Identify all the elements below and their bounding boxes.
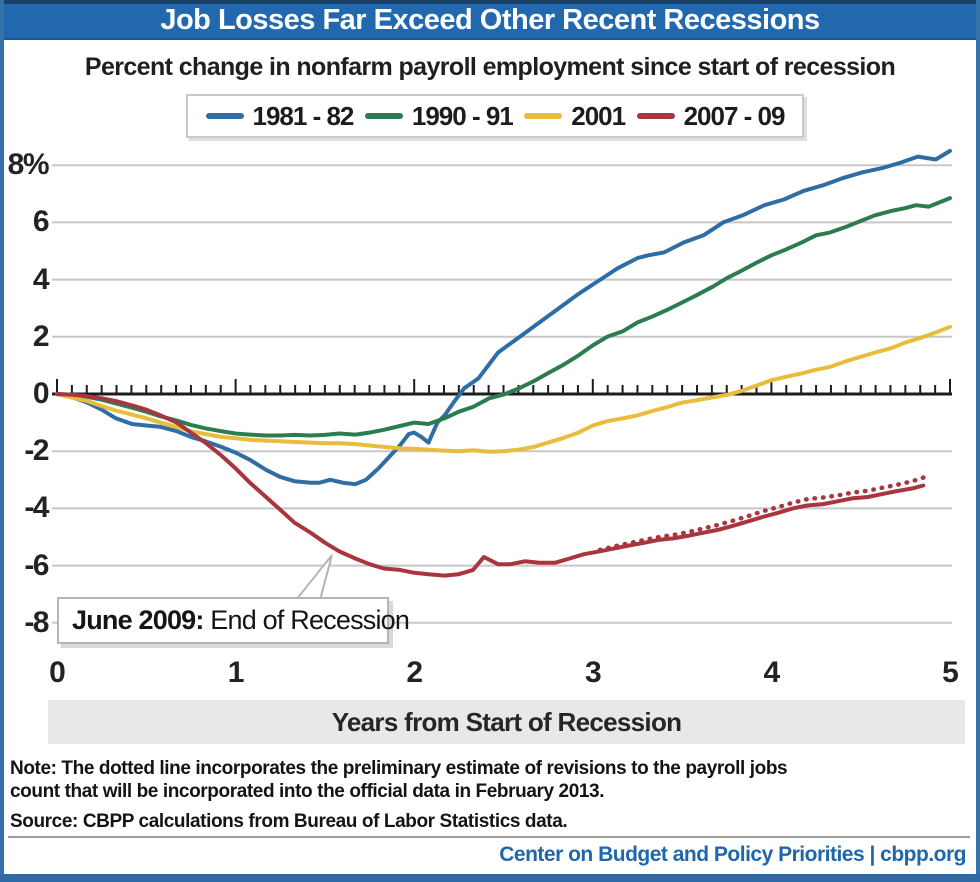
outer-border-bottom — [0, 874, 980, 882]
x-axis-label: 3 — [584, 656, 602, 689]
y-axis-label: 6 — [32, 205, 50, 239]
legend-label: 1990 - 91 — [411, 100, 514, 131]
notes-block: Note: The dotted line incorporates the p… — [10, 757, 788, 833]
y-axis-label: 8% — [7, 148, 50, 182]
x-axis-label: 1 — [227, 656, 245, 689]
legend-swatch — [636, 113, 675, 119]
x-axis-label: 2 — [406, 656, 423, 689]
note-line-1: Note: The dotted line incorporates the p… — [10, 758, 788, 779]
page-title: Job Losses Far Exceed Other Recent Reces… — [160, 4, 820, 36]
chart-subtitle: Percent change in nonfarm payroll employ… — [84, 53, 896, 81]
y-axis-label: 2 — [32, 319, 50, 353]
source-line: Source: CBPP calculations from Bureau of… — [10, 811, 568, 832]
outer-border-left — [0, 0, 4, 882]
note-line-2: count that will be incorporated into the… — [10, 781, 605, 802]
series-line-2007-09-preliminary-revision-estimate — [597, 474, 930, 553]
x-axis-label: 5 — [942, 656, 959, 689]
y-axis-label: -8 — [24, 605, 49, 639]
legend-item-1990-91: 1990 - 91 — [364, 100, 514, 132]
legend-swatch — [364, 113, 403, 119]
legend-label: 1981 - 82 — [252, 100, 355, 131]
outer-border-right — [976, 0, 980, 882]
legend-label: 2001 — [571, 100, 626, 131]
legend-swatch — [205, 113, 244, 119]
series-line-1990-91 — [55, 196, 952, 438]
series-line-2001 — [55, 324, 952, 454]
legend-item-1981-82: 1981 - 82 — [205, 100, 355, 132]
recession-end-annotation: June 2009: End of Recession — [57, 597, 410, 644]
annotation-date: June 2009: — [72, 605, 204, 635]
y-axis-label: 4 — [32, 262, 50, 296]
x-axis-label: 0 — [49, 656, 66, 689]
legend-box: 1981 - 82 1990 - 91 2001 2007 - 09 — [186, 94, 804, 138]
legend-swatch — [524, 113, 563, 119]
annotation-text: End of Recession — [203, 605, 410, 635]
legend-label: 2007 - 09 — [683, 100, 786, 131]
y-axis-label: -4 — [24, 491, 49, 525]
x-axis-title: Years from Start of Recession — [331, 706, 682, 737]
footer-divider — [8, 836, 970, 838]
legend-item-2001: 2001 — [524, 100, 626, 132]
y-axis-label: -2 — [24, 434, 49, 468]
y-axis-label: 0 — [32, 377, 50, 410]
y-axis-label: -6 — [24, 548, 49, 582]
x-axis-title-bar: Years from Start of Recession — [48, 700, 965, 744]
footer-branding: Center on Budget and Policy Priorities |… — [499, 843, 966, 866]
series-line-2007-09 — [55, 392, 926, 578]
callout-pointer — [293, 554, 333, 601]
legend-item-2007-09: 2007 - 09 — [636, 100, 786, 132]
x-axis-label: 4 — [763, 656, 781, 689]
title-bar: Job Losses Far Exceed Other Recent Reces… — [0, 0, 980, 40]
